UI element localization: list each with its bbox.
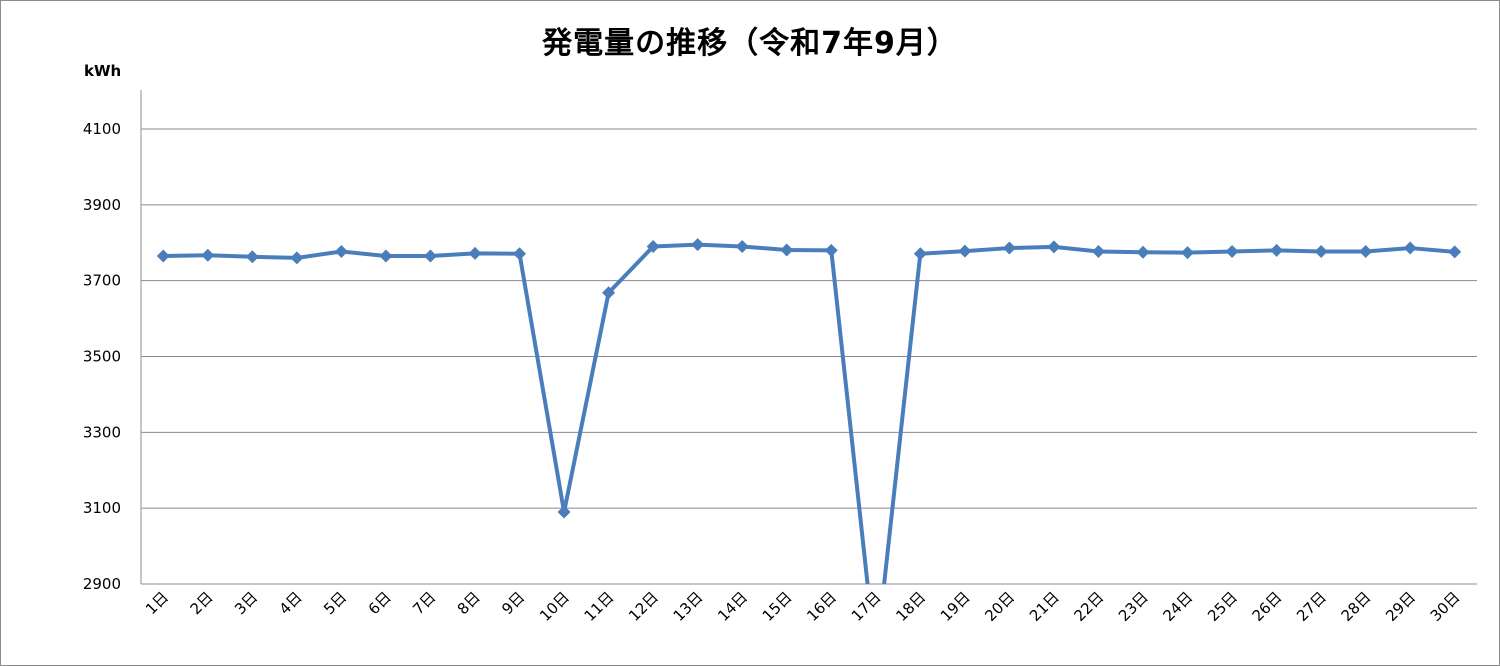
x-tick-label: 20日: [981, 588, 1018, 625]
data-point-marker: [913, 247, 927, 261]
data-point-marker: [423, 249, 437, 263]
series-group: [156, 238, 1462, 666]
x-tick-label: 12日: [625, 588, 662, 625]
data-point-marker: [1002, 241, 1016, 255]
x-tick-label: 23日: [1115, 588, 1152, 625]
x-tick-label: 27日: [1293, 588, 1330, 625]
data-point-marker: [245, 250, 259, 264]
data-point-marker: [824, 243, 838, 257]
data-point-marker: [691, 238, 705, 252]
data-point-marker: [646, 240, 660, 254]
y-axis-unit-label: kWh: [84, 62, 122, 80]
data-point-marker: [156, 249, 170, 263]
data-point-marker: [1136, 245, 1150, 259]
grid-lines: [141, 128, 1477, 509]
x-tick-label: 26日: [1249, 588, 1286, 625]
data-point-marker: [1047, 240, 1061, 254]
data-point-marker: [379, 249, 393, 263]
x-tick-label: 17日: [848, 588, 885, 625]
x-tick-label: 14日: [714, 588, 751, 625]
x-tick-label: 25日: [1204, 588, 1241, 625]
x-tick-label: 11日: [581, 588, 618, 625]
y-tick-label: 3700: [83, 272, 121, 290]
data-point-marker: [735, 240, 749, 254]
data-point-marker: [201, 248, 215, 262]
x-tick-label: 24日: [1160, 588, 1197, 625]
y-tick-label: 4100: [83, 120, 121, 138]
data-point-marker: [780, 243, 794, 257]
data-point-marker: [869, 653, 882, 666]
data-point-marker: [1225, 244, 1239, 258]
x-tick-label: 21日: [1026, 588, 1063, 625]
data-point-marker: [1270, 243, 1284, 257]
x-tick-label: 5日: [320, 588, 350, 618]
data-point-marker: [1314, 244, 1328, 258]
y-tick-label: 3900: [83, 196, 121, 214]
x-tick-label: 6日: [365, 588, 395, 618]
data-point-marker: [602, 286, 616, 300]
x-tick-label: 13日: [670, 588, 707, 625]
x-tick-label: 9日: [498, 588, 528, 618]
x-tick-label: 28日: [1338, 588, 1375, 625]
x-tick-label: 10日: [536, 588, 573, 625]
x-tick-label: 29日: [1382, 588, 1419, 625]
data-point-marker: [958, 244, 972, 258]
data-point-marker: [1448, 245, 1462, 259]
data-point-marker: [290, 251, 304, 265]
data-point-marker: [1091, 244, 1105, 258]
y-tick-label: 3100: [83, 499, 121, 517]
x-tick-label: 16日: [803, 588, 840, 625]
x-tick-label: 22日: [1070, 588, 1107, 625]
x-tick-label: 2日: [187, 588, 217, 618]
x-tick-label: 4日: [276, 588, 306, 618]
data-point-marker: [1359, 244, 1373, 258]
data-point-marker: [1181, 246, 1195, 260]
x-tick-label: 30日: [1427, 588, 1464, 625]
x-tick-label: 18日: [892, 588, 929, 625]
chart-title: 発電量の推移（令和7年9月）: [542, 26, 958, 61]
axes: [140, 90, 1477, 585]
data-point-marker: [334, 244, 348, 258]
series-line: [163, 242, 1455, 584]
data-point-marker: [1403, 241, 1417, 255]
data-point-marker: [468, 246, 482, 260]
data-point-marker: [557, 505, 571, 519]
y-tick-label: 3500: [83, 348, 121, 366]
y-tick-labels: 2900 3100 3300 3500 3700 3900 4100: [83, 120, 121, 593]
y-tick-label: 3300: [83, 423, 121, 441]
x-tick-label: 15日: [759, 588, 796, 625]
x-tick-label: 1日: [142, 588, 172, 618]
x-tick-labels: 1日 2日 3日 4日 5日 6日 7日 8日 9日 10日 11日 12日 13日 14日 15日 16日 1…: [142, 588, 1464, 625]
data-point-marker: [513, 247, 527, 261]
x-tick-label: 3日: [231, 588, 261, 618]
x-tick-label: 8日: [454, 588, 484, 618]
x-tick-label: 19日: [937, 588, 974, 625]
x-tick-label: 7日: [409, 588, 439, 618]
y-tick-label: 2900: [83, 575, 121, 593]
